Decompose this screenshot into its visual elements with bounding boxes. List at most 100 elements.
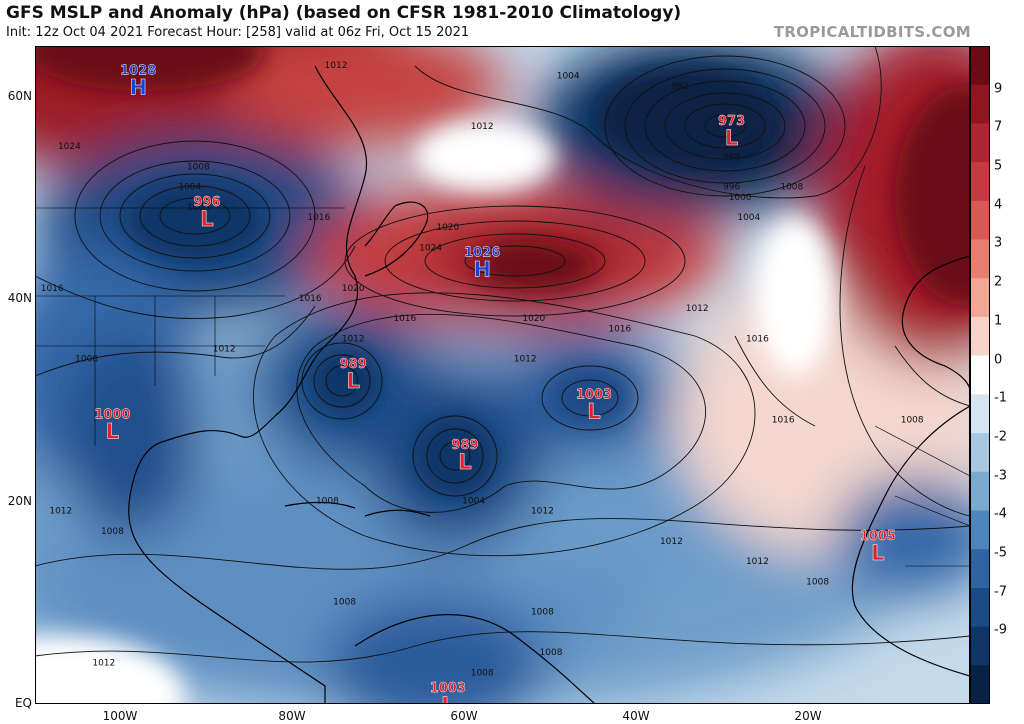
isobar-label: 1008 bbox=[333, 598, 356, 608]
coastlines bbox=[128, 65, 970, 704]
pressure-value-label: 996 bbox=[193, 195, 220, 210]
pressure-value-label: 1028 bbox=[120, 63, 156, 78]
isobar-label: 1004 bbox=[737, 213, 760, 223]
colorbar bbox=[970, 46, 990, 704]
low-pressure-marker: L bbox=[871, 541, 884, 565]
isobar-label: 1008 bbox=[101, 527, 124, 537]
colorbar-segment bbox=[970, 162, 990, 202]
colorbar-tick-label: -9 bbox=[994, 622, 1007, 638]
isobar-label: 1024 bbox=[419, 243, 442, 253]
isobar-label: 1012 bbox=[514, 355, 537, 365]
low-pressure-marker: L bbox=[200, 207, 213, 231]
lon-label-100w: 100W bbox=[102, 709, 138, 723]
isobar-label: 1004 bbox=[557, 71, 580, 81]
brand-watermark: TROPICALTIDBITS.COM bbox=[773, 23, 971, 41]
borders bbox=[35, 207, 970, 567]
colorbar-segment bbox=[970, 587, 990, 628]
colorbar-tick-label: 9 bbox=[994, 81, 1003, 97]
low-pressure-marker: L bbox=[458, 450, 471, 474]
colorbar-segment bbox=[970, 200, 990, 241]
colorbar-segment bbox=[970, 46, 990, 86]
isobar-label: 1020 bbox=[342, 284, 365, 294]
lat-label-eq: EQ bbox=[14, 696, 32, 710]
isobar-label: 1000 bbox=[187, 203, 210, 213]
isobar-label: 1008 bbox=[471, 668, 494, 678]
isobar-label: 1016 bbox=[746, 334, 769, 344]
isobar-label: 1020 bbox=[522, 314, 545, 324]
isobar-label: 1008 bbox=[531, 608, 554, 618]
isobar-label: 1008 bbox=[75, 355, 98, 365]
isobar-label: 1016 bbox=[299, 294, 322, 304]
pressure-value-label: 1003 bbox=[430, 681, 466, 696]
isobar-label: 1008 bbox=[187, 162, 210, 172]
colorbar-tick-label: 7 bbox=[994, 119, 1003, 135]
colorbar-frame bbox=[970, 46, 990, 704]
high-pressure-marker: H bbox=[129, 75, 147, 99]
colorbar-segment bbox=[970, 123, 990, 163]
isobar-label: 1016 bbox=[41, 284, 64, 294]
colorbar-segment bbox=[970, 471, 990, 511]
low-pressure-marker: L bbox=[106, 420, 119, 444]
isobar-label: 1012 bbox=[686, 304, 709, 314]
colorbar-segment bbox=[970, 665, 990, 704]
isobar-label: 1016 bbox=[393, 314, 416, 324]
isobar-label: 1012 bbox=[325, 61, 348, 71]
high-pressure-marker: H bbox=[473, 258, 491, 282]
colorbar-tick-label: -4 bbox=[994, 506, 1007, 522]
colorbar-tick-label: -2 bbox=[994, 429, 1007, 445]
colorbar-tick-label: -5 bbox=[994, 545, 1007, 561]
pressure-value-label: 1005 bbox=[860, 529, 896, 544]
map-title: GFS MSLP and Anomaly (hPa) (based on CFS… bbox=[6, 3, 682, 23]
isobar-label: 1012 bbox=[213, 345, 236, 355]
low-pressure-marker: L bbox=[587, 399, 600, 423]
colorbar-tick-label: -7 bbox=[994, 584, 1007, 600]
isobar-label: 1012 bbox=[92, 658, 115, 668]
isobar-label: 1024 bbox=[58, 142, 81, 152]
isobar-label: 1016 bbox=[772, 415, 795, 425]
isobar-label: 1012 bbox=[531, 507, 554, 517]
isobar-label: 1008 bbox=[780, 183, 803, 193]
isobar-label: 1004 bbox=[178, 183, 201, 193]
isobar-label: 996 bbox=[723, 183, 740, 193]
pressure-value-label: 1003 bbox=[576, 387, 612, 402]
isobar-label: 1012 bbox=[660, 537, 683, 547]
lat-label-20n: 20N bbox=[7, 494, 32, 508]
colorbar-tick-label: 4 bbox=[994, 197, 1003, 213]
mslp-anomaly-map: 1012101210049929889961000100410081024100… bbox=[35, 46, 970, 704]
colorbar-segment bbox=[970, 278, 990, 318]
lon-label-80w: 80W bbox=[278, 709, 306, 723]
isobar-label: 1012 bbox=[746, 557, 769, 567]
colorbar-tick-label: 2 bbox=[994, 274, 1003, 290]
colorbar-segment bbox=[970, 239, 990, 279]
pressure-systems: 1028H996L1026H973L989L1003L1000L989L1005… bbox=[94, 63, 896, 704]
colorbar-segment bbox=[970, 549, 990, 589]
pressure-value-label: 989 bbox=[451, 438, 478, 453]
pressure-value-label: 1026 bbox=[464, 246, 500, 261]
isobar-label: 1020 bbox=[436, 223, 459, 233]
isobar-label: 1016 bbox=[608, 324, 631, 334]
lat-label-40n: 40N bbox=[7, 291, 32, 305]
isobar-label: 1012 bbox=[342, 334, 365, 344]
colorbar-segment bbox=[970, 394, 990, 434]
colorbar-segment bbox=[970, 626, 990, 666]
colorbar-tick-label: -1 bbox=[994, 390, 1007, 406]
colorbar-segment bbox=[970, 433, 990, 473]
colorbar-tick-label: -3 bbox=[994, 468, 1007, 484]
map-subtitle: Init: 12z Oct 04 2021 Forecast Hour: [25… bbox=[6, 25, 470, 40]
colorbar-tick-label: 3 bbox=[994, 235, 1003, 251]
low-pressure-marker: L bbox=[725, 126, 738, 150]
isobar-label: 988 bbox=[723, 152, 740, 162]
colorbar-tick-label: 0 bbox=[994, 352, 1003, 368]
isobar-lines bbox=[35, 46, 970, 663]
colorbar-tick-label: 5 bbox=[994, 158, 1003, 174]
isobar-label: 1016 bbox=[307, 213, 330, 223]
pressure-value-label: 973 bbox=[718, 114, 745, 129]
colorbar-segment bbox=[970, 355, 990, 395]
isobar-label: 1008 bbox=[901, 415, 924, 425]
colorbar-segment bbox=[970, 316, 990, 357]
lat-label-60n: 60N bbox=[7, 89, 32, 103]
lon-label-20w: 20W bbox=[794, 709, 822, 723]
isobar-label: 1012 bbox=[49, 507, 72, 517]
colorbar-segment bbox=[970, 84, 990, 124]
colorbar-tick-label: 1 bbox=[994, 313, 1003, 329]
